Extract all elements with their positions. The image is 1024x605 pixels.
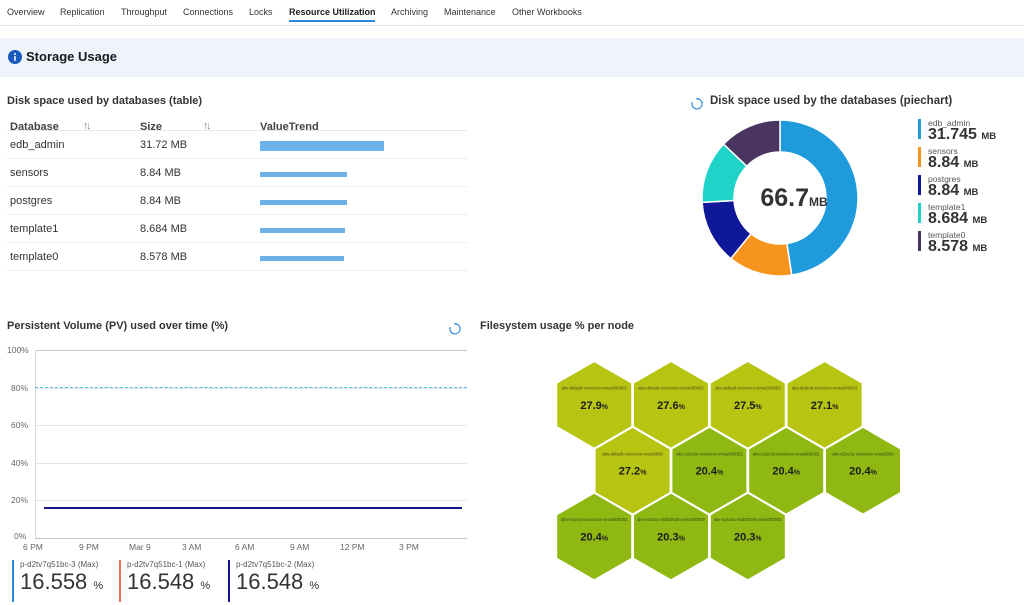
svg-text:aks-default-xxxxxxxx-vmss00000: aks-default-xxxxxxxx-vmss000003 bbox=[715, 386, 781, 391]
svg-text:aks-e2sv3u-x5d00026-vmss000001: aks-e2sv3u-x5d00026-vmss000001 bbox=[714, 517, 783, 522]
svg-text:aks-default-xxxxxxxx-vmss00000: aks-default-xxxxxxxx-vmss000001 bbox=[561, 386, 627, 391]
svg-text:aks-default-xxxxxxxx-vmss00000: aks-default-xxxxxxxx-vmss000002 bbox=[638, 386, 704, 391]
svg-text:aks-e2sv3u-x5d00026-vmss000000: aks-e2sv3u-x5d00026-vmss000000 bbox=[637, 517, 706, 522]
svg-text:aks-e2sv3u-xxxxxxxx-vmss000002: aks-e2sv3u-xxxxxxxx-vmss000002 bbox=[561, 517, 628, 522]
svg-text:aks-default-xxxxxxxx-vmss00000: aks-default-xxxxxxxx-vmss000001 bbox=[792, 386, 858, 391]
svg-text:aks-default-xxxxxxxx-vmss0000: aks-default-xxxxxxxx-vmss0000 bbox=[602, 451, 663, 456]
svg-text:aks-e2sv3u-xxxxxxxx-vmss000002: aks-e2sv3u-xxxxxxxx-vmss000002 bbox=[676, 451, 743, 456]
svg-text:aks-e2sv3u-xxxxxxxx-vmss0000: aks-e2sv3u-xxxxxxxx-vmss0000 bbox=[832, 451, 894, 456]
svg-text:aks-e2sv3u-xxxxxxxx-vmss000002: aks-e2sv3u-xxxxxxxx-vmss000002 bbox=[753, 451, 820, 456]
